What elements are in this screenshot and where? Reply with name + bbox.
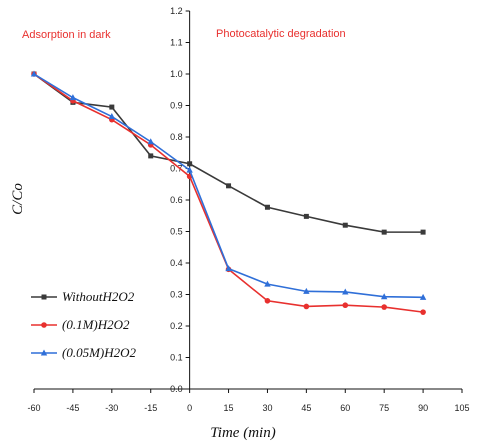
data-point (108, 113, 116, 120)
y-tick-label: 0.8 (170, 132, 183, 142)
data-point (420, 229, 426, 235)
data-point (225, 265, 232, 272)
data-point (342, 302, 349, 309)
x-tick-label: 0 (187, 403, 192, 413)
legend: WithoutH2O2 (0.1M)H2O2 (0.05M)H2O2 (31, 289, 137, 360)
series-line (33, 73, 424, 233)
legend-item: (0.1M)H2O2 (31, 317, 130, 332)
x-tick-label: -45 (66, 403, 79, 413)
legend-marker (41, 322, 47, 328)
y-tick-label: 0.3 (170, 290, 183, 300)
x-tick-label: -30 (105, 403, 118, 413)
data-point (303, 303, 310, 310)
data-point (342, 222, 348, 228)
series-layer (30, 70, 427, 315)
x-tick-label: 60 (340, 403, 350, 413)
data-point (381, 229, 387, 235)
x-tick-label: -60 (27, 403, 40, 413)
series-1 (31, 71, 426, 235)
y-tick-label: 0.5 (170, 227, 183, 237)
y-tick-label: 0.6 (170, 195, 183, 205)
data-point (380, 293, 388, 300)
legend-marker (41, 294, 47, 300)
legend-label: (0.05M)H2O2 (62, 345, 137, 360)
data-point (30, 70, 38, 77)
annotation-photocatalytic: Photocatalytic degradation (216, 28, 346, 40)
y-axis-title: C/Co (10, 183, 26, 215)
data-point (342, 288, 349, 295)
data-point (264, 280, 271, 287)
x-tick-label: 45 (301, 403, 311, 413)
y-tick-label: 0.2 (170, 321, 183, 331)
x-tick-label: 75 (379, 403, 389, 413)
y-tick-label: 1.1 (170, 38, 183, 48)
data-point (264, 298, 271, 304)
data-point (303, 213, 309, 219)
series-line (33, 73, 424, 313)
y-tick-label: 0.4 (170, 258, 183, 268)
x-tick-label: 15 (224, 403, 234, 413)
legend-label: WithoutH2O2 (62, 289, 135, 304)
data-point (186, 166, 193, 173)
data-point (187, 161, 193, 167)
axes: -60 -45 -30 -15 0 15 30 45 60 75 90 105 0.0 0.1 0.2 0.3… (27, 6, 469, 413)
series-3 (30, 70, 427, 300)
data-point (147, 138, 154, 145)
annotation-adsorption: Adsorption in dark (22, 29, 111, 41)
y-tick-label: 0.1 (170, 353, 183, 363)
y-tick-label: 0.9 (170, 101, 183, 111)
data-point (226, 183, 232, 189)
data-point (109, 104, 115, 110)
y-tick-label: 0.0 (170, 384, 183, 394)
data-point (420, 309, 426, 315)
x-tick-label: 30 (262, 403, 272, 413)
x-tick-label: -15 (144, 403, 157, 413)
y-tick-label: 1.0 (170, 69, 183, 79)
x-axis-title: Time (min) (210, 425, 275, 441)
series-2 (31, 71, 426, 315)
y-tick-label: 0.7 (170, 164, 183, 174)
legend-item: (0.05M)H2O2 (31, 345, 137, 360)
legend-marker (40, 349, 48, 356)
data-point (303, 287, 310, 294)
legend-label: (0.1M)H2O2 (62, 317, 130, 332)
x-tick-label: 105 (454, 403, 469, 413)
y-tick-label: 1.2 (170, 6, 183, 16)
legend-item: WithoutH2O2 (31, 289, 135, 304)
data-point (264, 204, 270, 210)
x-tick-label: 90 (418, 403, 428, 413)
data-point (419, 293, 427, 300)
data-point (69, 94, 77, 101)
data-point (148, 153, 154, 159)
data-point (381, 304, 387, 310)
